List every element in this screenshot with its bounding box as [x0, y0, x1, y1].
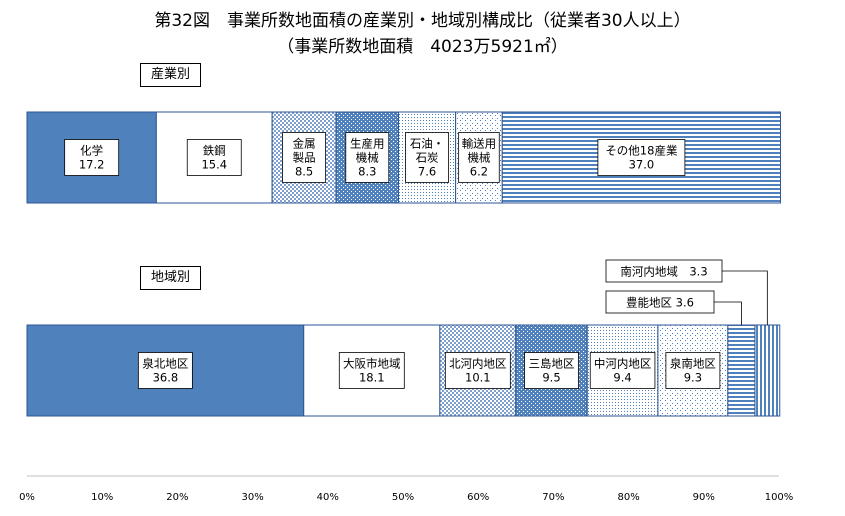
data-label-box: [444, 352, 511, 389]
data-label: 機械: [356, 151, 379, 165]
data-label: 鉄鋼: [203, 144, 226, 158]
data-label: その他18産業: [605, 144, 678, 158]
data-label: 泉南地区: [670, 357, 716, 371]
callout-leader: [714, 301, 742, 325]
x-tick-label: 50%: [392, 492, 414, 503]
data-label: 8.5: [295, 165, 313, 179]
bar-segment: [303, 324, 441, 417]
data-label: 10.1: [465, 371, 491, 385]
data-label: 9.5: [542, 371, 560, 385]
data-label-box: [665, 352, 721, 389]
data-label: 泉北地区: [142, 357, 188, 371]
data-label: 輸送用: [462, 137, 497, 151]
data-label: 化学: [80, 144, 103, 158]
data-label: 15.4: [201, 158, 227, 172]
data-label: 9.4: [613, 371, 631, 385]
data-label-box: [345, 132, 390, 183]
x-tick-label: 100%: [765, 492, 794, 503]
data-label: 9.3: [684, 371, 702, 385]
callout: 南河内地域 3.3: [605, 259, 768, 325]
data-label: 37.0: [629, 158, 655, 172]
data-label-box: [282, 132, 327, 183]
x-tick-label: 60%: [467, 492, 489, 503]
data-label-box: [186, 139, 242, 176]
data-label-box: [589, 352, 656, 389]
data-label: 17.2: [79, 158, 105, 172]
data-label: 金属: [293, 137, 316, 151]
data-label: 8.3: [358, 165, 376, 179]
data-label: 石油・: [410, 137, 445, 151]
data-label: 大阪市地域: [343, 357, 401, 371]
data-label: 中河内地区: [594, 357, 652, 371]
x-tick-label: 90%: [693, 492, 715, 503]
data-label: 36.8: [153, 371, 179, 385]
chart-subtitle: （事業所数地面積 4023万5921㎡）: [277, 37, 568, 57]
x-tick-label: 80%: [617, 492, 639, 503]
callout: 豊能地区 3.6: [605, 290, 742, 325]
x-tick-label: 70%: [542, 492, 564, 503]
data-label: 北河内地区: [449, 357, 507, 371]
industry-section-label: 産業別: [140, 63, 202, 87]
data-label: 18.1: [359, 371, 385, 385]
data-label-box: [64, 139, 120, 176]
callout-leader: [722, 270, 768, 325]
region-section-label: 地域別: [140, 266, 202, 290]
data-label-box: [524, 352, 579, 389]
bar-1: 化学17.2鉄鋼15.4金属製品8.5生産用機械8.3石油・石炭7.6輸送用機械…: [26, 111, 782, 204]
callout-label: 豊能地区 3.6: [626, 296, 694, 310]
data-label: 製品: [293, 151, 316, 165]
data-label-box: [458, 132, 500, 183]
data-label-box: [405, 132, 449, 183]
callout-label: 南河内地域 3.3: [620, 265, 707, 279]
data-label: 石炭: [416, 151, 439, 165]
x-tick-label: 10%: [91, 492, 113, 503]
x-tick-label: 30%: [241, 492, 263, 503]
data-label: 三島地区: [529, 357, 575, 371]
bar-segment: [754, 324, 781, 417]
chart-title: 第32図 事業所数地面積の産業別・地域別構成比（従業者30人以上）: [154, 11, 691, 31]
bar-2: 泉北地区36.8大阪市地域18.1北河内地区10.1三島地区9.5中河内地区9.…: [26, 324, 781, 417]
data-label-box: [137, 352, 193, 389]
data-label-box: [338, 352, 405, 389]
data-label-box: [597, 139, 686, 176]
data-label: 7.6: [418, 165, 436, 179]
x-tick-label: 0%: [19, 492, 35, 503]
data-label: 6.2: [470, 165, 488, 179]
x-tick-label: 20%: [166, 492, 188, 503]
data-label: 機械: [467, 151, 490, 165]
bar-segment: [727, 324, 756, 417]
data-label: 生産用: [350, 137, 385, 151]
x-tick-label: 40%: [317, 492, 339, 503]
